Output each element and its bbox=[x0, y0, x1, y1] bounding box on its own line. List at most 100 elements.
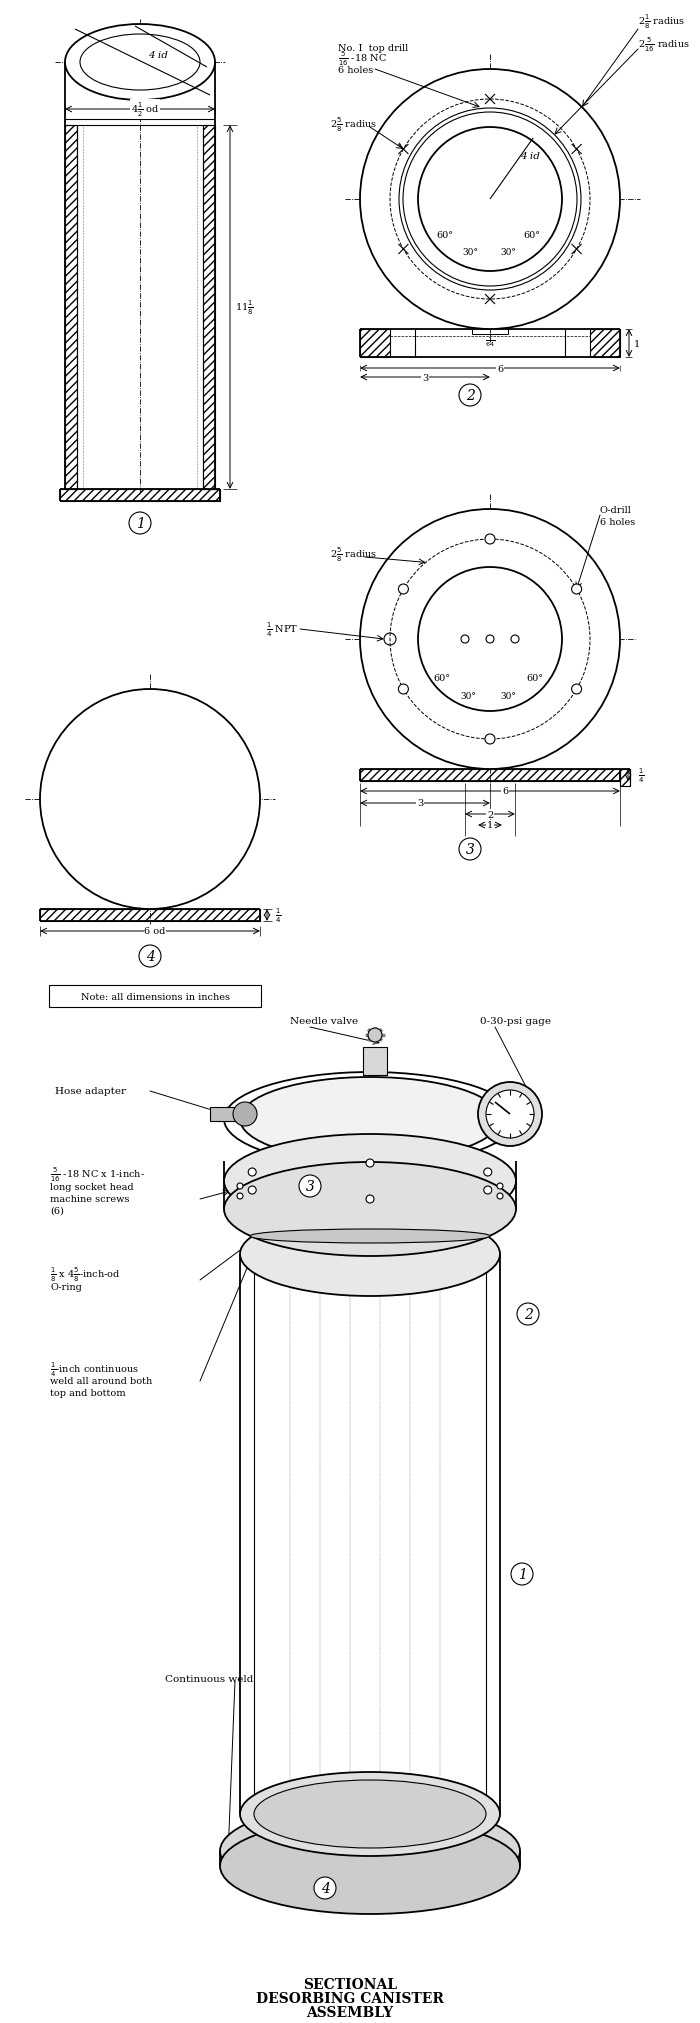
Circle shape bbox=[459, 840, 481, 860]
Text: $\frac{7}{64}$: $\frac{7}{64}$ bbox=[485, 332, 495, 348]
Text: 2: 2 bbox=[487, 809, 493, 819]
Text: 0-30-psi gage: 0-30-psi gage bbox=[480, 1018, 551, 1026]
Text: 3: 3 bbox=[422, 374, 428, 382]
Circle shape bbox=[366, 1159, 374, 1167]
Text: weld all around both: weld all around both bbox=[50, 1378, 153, 1386]
Text: $\frac{5}{16}$ -18 NC x 1-inch-: $\frac{5}{16}$ -18 NC x 1-inch- bbox=[50, 1165, 145, 1183]
Text: 4 id: 4 id bbox=[519, 152, 540, 162]
Bar bbox=[590, 330, 620, 358]
Text: (6): (6) bbox=[50, 1206, 64, 1216]
Text: 2$\frac{1}{8}$ radius: 2$\frac{1}{8}$ radius bbox=[638, 12, 685, 30]
Circle shape bbox=[517, 1303, 539, 1325]
Ellipse shape bbox=[220, 1819, 520, 1914]
Circle shape bbox=[139, 945, 161, 967]
Text: No. I  top drill: No. I top drill bbox=[338, 42, 408, 53]
Circle shape bbox=[497, 1194, 503, 1200]
Bar bbox=[203, 125, 215, 490]
Text: 60°: 60° bbox=[437, 231, 454, 239]
Circle shape bbox=[398, 585, 408, 595]
Bar bbox=[360, 330, 390, 358]
Ellipse shape bbox=[240, 1772, 500, 1855]
Text: 30°: 30° bbox=[462, 247, 478, 257]
Circle shape bbox=[368, 1028, 382, 1042]
Circle shape bbox=[40, 690, 260, 910]
Circle shape bbox=[129, 512, 151, 534]
Text: 6 holes: 6 holes bbox=[338, 65, 373, 75]
Text: 2$\frac{5}{16}$ radius: 2$\frac{5}{16}$ radius bbox=[638, 36, 690, 55]
Text: 6: 6 bbox=[502, 787, 508, 797]
Circle shape bbox=[314, 1877, 336, 1900]
Circle shape bbox=[360, 510, 620, 769]
Circle shape bbox=[299, 1175, 321, 1198]
Text: $\frac{5}{16}$ -18 NC: $\frac{5}{16}$ -18 NC bbox=[338, 51, 387, 69]
Text: $\frac{1}{4}$-inch continuous: $\frac{1}{4}$-inch continuous bbox=[50, 1359, 139, 1378]
Text: 60°: 60° bbox=[433, 674, 451, 682]
Bar bbox=[360, 769, 620, 781]
Circle shape bbox=[486, 1090, 534, 1139]
Text: machine screws: machine screws bbox=[50, 1194, 130, 1204]
Text: 60°: 60° bbox=[526, 674, 543, 682]
Text: top and bottom: top and bottom bbox=[50, 1390, 125, 1398]
Circle shape bbox=[248, 1169, 256, 1177]
Circle shape bbox=[459, 384, 481, 407]
Text: O-ring: O-ring bbox=[50, 1283, 82, 1291]
Ellipse shape bbox=[240, 1212, 500, 1297]
Text: 60°: 60° bbox=[524, 231, 540, 239]
Text: ASSEMBLY: ASSEMBLY bbox=[307, 2005, 393, 2019]
Circle shape bbox=[572, 684, 582, 694]
Circle shape bbox=[248, 1185, 256, 1194]
Circle shape bbox=[511, 635, 519, 643]
Ellipse shape bbox=[224, 1135, 516, 1228]
FancyBboxPatch shape bbox=[49, 985, 261, 1007]
Text: $\frac{1}{4}$: $\frac{1}{4}$ bbox=[275, 906, 281, 925]
Text: 11$\frac{1}{8}$: 11$\frac{1}{8}$ bbox=[235, 299, 253, 318]
Text: 4: 4 bbox=[321, 1881, 330, 1896]
Text: 3: 3 bbox=[466, 844, 475, 856]
Text: 4 id: 4 id bbox=[148, 51, 168, 59]
Ellipse shape bbox=[220, 1802, 520, 1900]
Bar bbox=[65, 125, 77, 490]
Text: 6 od: 6 od bbox=[144, 927, 166, 937]
Text: 3: 3 bbox=[306, 1179, 314, 1194]
Text: $\frac{1}{4}$ NPT: $\frac{1}{4}$ NPT bbox=[266, 621, 298, 639]
Text: long socket head: long socket head bbox=[50, 1181, 134, 1192]
Bar bbox=[363, 1048, 387, 1076]
Circle shape bbox=[398, 684, 408, 694]
Circle shape bbox=[461, 635, 469, 643]
Ellipse shape bbox=[240, 1078, 500, 1161]
Text: 2: 2 bbox=[524, 1307, 533, 1321]
Bar bbox=[254, 1811, 486, 1831]
Text: 2$\frac{5}{8}$ radius: 2$\frac{5}{8}$ radius bbox=[330, 546, 377, 564]
Circle shape bbox=[485, 734, 495, 744]
Text: 3: 3 bbox=[417, 799, 423, 807]
Circle shape bbox=[237, 1194, 243, 1200]
Circle shape bbox=[485, 534, 495, 544]
Text: SECTIONAL: SECTIONAL bbox=[303, 1976, 397, 1991]
Text: 30°: 30° bbox=[500, 692, 516, 700]
Circle shape bbox=[237, 1183, 243, 1190]
Text: 30°: 30° bbox=[460, 692, 476, 700]
Text: $\frac{1}{4}$: $\frac{1}{4}$ bbox=[638, 767, 644, 785]
Text: O-drill: O-drill bbox=[600, 506, 632, 514]
Text: Note: all dimensions in inches: Note: all dimensions in inches bbox=[80, 991, 230, 1001]
Circle shape bbox=[484, 1185, 492, 1194]
Ellipse shape bbox=[65, 24, 215, 101]
Text: 2$\frac{5}{8}$ radius: 2$\frac{5}{8}$ radius bbox=[330, 115, 377, 134]
Circle shape bbox=[478, 1082, 542, 1147]
Text: 1: 1 bbox=[634, 340, 640, 348]
Bar bbox=[60, 490, 220, 502]
Circle shape bbox=[572, 585, 582, 595]
Ellipse shape bbox=[224, 1163, 516, 1256]
Circle shape bbox=[233, 1103, 257, 1127]
Text: 1: 1 bbox=[136, 516, 144, 530]
Text: Needle valve: Needle valve bbox=[290, 1018, 358, 1026]
Text: 1: 1 bbox=[487, 821, 493, 829]
Text: Continuous weld: Continuous weld bbox=[165, 1675, 253, 1683]
Text: 4: 4 bbox=[146, 949, 155, 963]
Circle shape bbox=[497, 1183, 503, 1190]
Circle shape bbox=[486, 635, 494, 643]
Circle shape bbox=[511, 1564, 533, 1586]
Bar bbox=[210, 1107, 245, 1121]
Text: 6 holes: 6 holes bbox=[600, 518, 636, 526]
Circle shape bbox=[484, 1169, 492, 1177]
